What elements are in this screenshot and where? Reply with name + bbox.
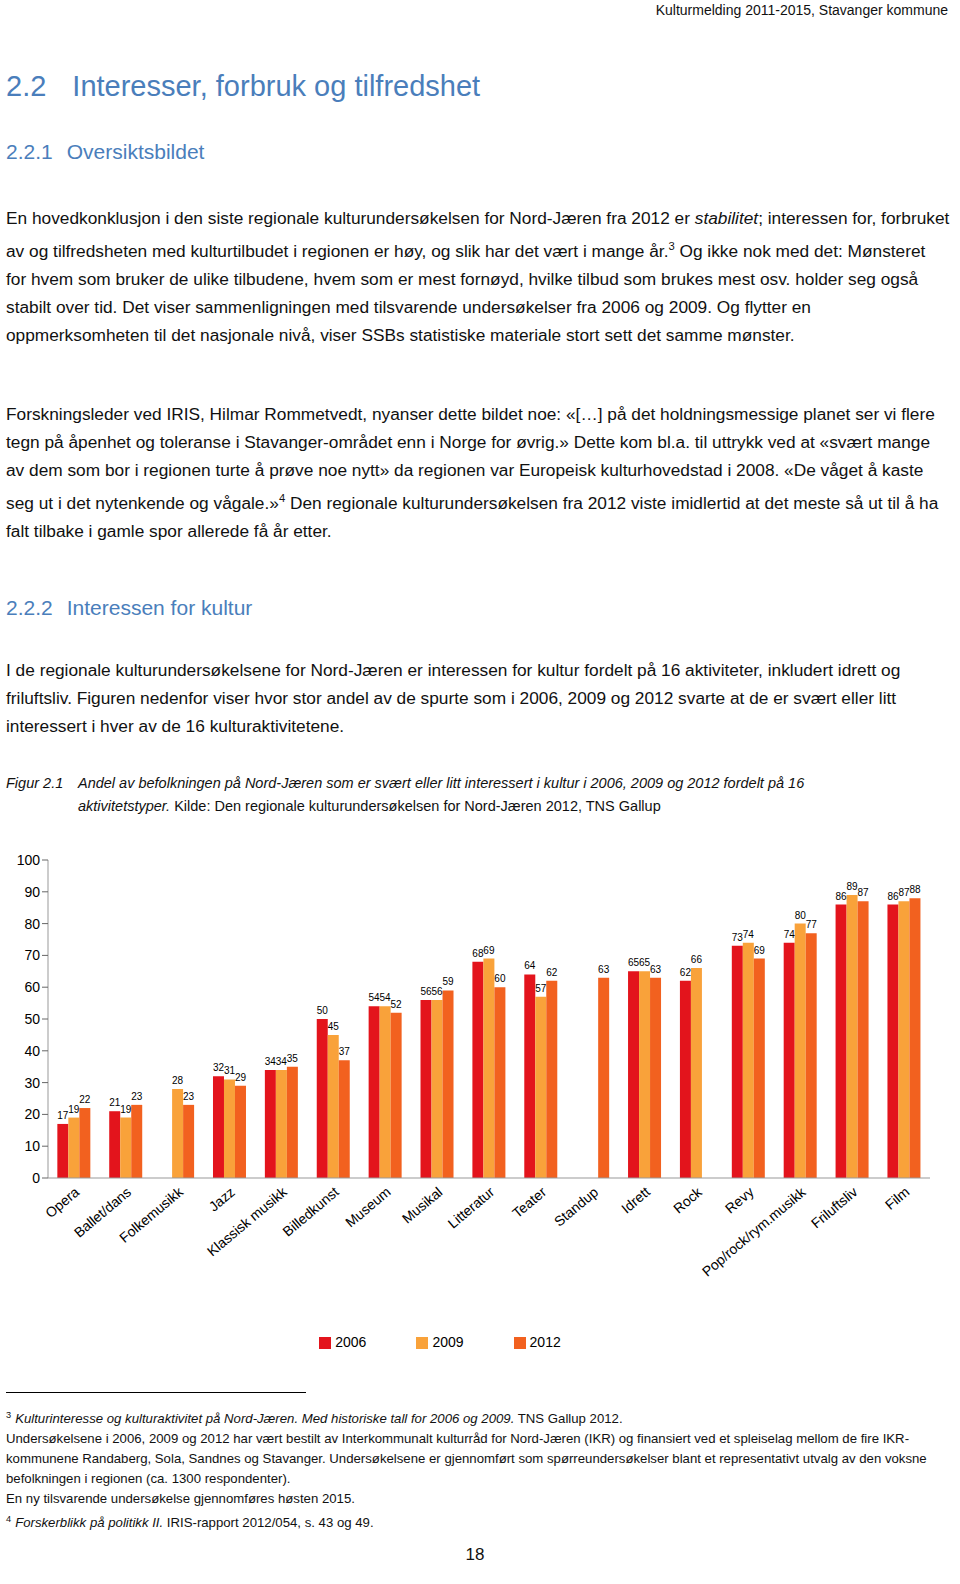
svg-text:Idrett: Idrett (618, 1184, 653, 1217)
html-text:2.2.2: 2.2.2 (6, 596, 53, 619)
html-text:2006: 2006 (335, 1334, 367, 1350)
svg-text:70: 70 (24, 947, 40, 963)
html-text:2.2: 2.2 (6, 70, 47, 102)
html-text:2.2.1: 2.2.1 (6, 140, 53, 163)
svg-text:69: 69 (483, 945, 495, 956)
svg-text:28: 28 (172, 1075, 184, 1086)
svg-text:86: 86 (836, 891, 848, 902)
svg-text:0: 0 (32, 1170, 40, 1186)
svg-text:23: 23 (131, 1091, 143, 1102)
svg-text:100: 100 (17, 852, 41, 868)
svg-text:40: 40 (24, 1043, 40, 1059)
svg-text:74: 74 (784, 929, 796, 940)
svg-text:23: 23 (183, 1091, 195, 1102)
html-text:4 Forskerblikk på politikk II.: 4 Forskerblikk på politikk II. IRIS-rapp… (6, 1514, 374, 1531)
html-text:Forskningsleder ved IRIS, Hilm: Forskningsleder ved IRIS, Hilmar Rommetv… (6, 404, 939, 541)
svg-text:45: 45 (328, 1021, 340, 1032)
html-text:2009: 2009 (432, 1334, 464, 1350)
svg-text:66: 66 (691, 954, 703, 965)
svg-text:Pop/rock/rym.musikk: Pop/rock/rym.musikk (699, 1183, 810, 1279)
html-text:Andel av befolkningen på Nord-: Andel av befolkningen på Nord-Jæren som … (78, 775, 805, 814)
svg-text:32: 32 (213, 1062, 225, 1073)
svg-text:90: 90 (24, 884, 40, 900)
svg-text:Standup: Standup (551, 1184, 601, 1230)
svg-text:Teater: Teater (509, 1183, 549, 1220)
html-text:En hovedkonklusjon i den siste: En hovedkonklusjon i den siste regionale… (6, 208, 950, 345)
svg-text:73: 73 (732, 932, 744, 943)
svg-text:87: 87 (898, 887, 910, 898)
html-text:Undersøkelsene i 2006, 2009 og: Undersøkelsene i 2006, 2009 og 2012 har … (6, 1431, 927, 1487)
svg-text:50: 50 (24, 1011, 40, 1027)
svg-text:56: 56 (431, 986, 443, 997)
svg-text:Film: Film (882, 1184, 913, 1213)
svg-text:54: 54 (380, 992, 392, 1003)
html-text:Interesser, forbruk og tilfred: Interesser, forbruk og tilfredshet (72, 70, 481, 102)
svg-text:50: 50 (317, 1005, 329, 1016)
svg-text:Jazz: Jazz (206, 1184, 238, 1215)
svg-text:Opera: Opera (42, 1184, 82, 1221)
svg-text:Rock: Rock (670, 1183, 705, 1216)
html-text:I de regionale kulturundersøke: I de regionale kulturundersøkelsene for … (6, 660, 901, 736)
svg-text:10: 10 (24, 1138, 40, 1154)
svg-text:37: 37 (339, 1046, 351, 1057)
svg-text:80: 80 (24, 916, 40, 932)
svg-text:22: 22 (79, 1094, 91, 1105)
svg-text:65: 65 (639, 957, 651, 968)
svg-text:88: 88 (909, 884, 921, 895)
svg-text:Litteratur: Litteratur (445, 1183, 498, 1231)
svg-text:Folkemusikk: Folkemusikk (116, 1183, 187, 1246)
svg-text:Revy: Revy (722, 1184, 757, 1217)
svg-text:21: 21 (109, 1097, 121, 1108)
svg-text:77: 77 (806, 919, 818, 930)
svg-text:Friluftsliv: Friluftsliv (808, 1184, 861, 1232)
svg-text:Ballet/dans: Ballet/dans (70, 1183, 135, 1241)
svg-text:19: 19 (68, 1104, 80, 1115)
svg-text:64: 64 (524, 960, 536, 971)
svg-text:52: 52 (391, 999, 403, 1010)
svg-text:68: 68 (472, 948, 484, 959)
svg-text:63: 63 (650, 964, 662, 975)
svg-text:60: 60 (494, 973, 506, 984)
html-text:Interessen for kultur: Interessen for kultur (66, 596, 253, 619)
svg-text:87: 87 (858, 887, 870, 898)
html-text:En ny tilsvarende undersøkelse: En ny tilsvarende undersøkelse gjennomfø… (6, 1491, 355, 1507)
svg-text:65: 65 (628, 957, 640, 968)
svg-text:60: 60 (24, 979, 40, 995)
html-text:18: 18 (465, 1545, 485, 1564)
svg-text:62: 62 (546, 967, 558, 978)
html-text:Kulturmelding 2011-2015, Stava: Kulturmelding 2011-2015, Stavanger kommu… (655, 2, 948, 18)
svg-text:Klassisk musikk: Klassisk musikk (204, 1183, 291, 1259)
svg-text:Billedkunst: Billedkunst (280, 1184, 342, 1240)
svg-text:34: 34 (276, 1056, 288, 1067)
svg-text:19: 19 (120, 1104, 132, 1115)
svg-text:Musikal: Musikal (399, 1184, 446, 1227)
svg-text:54: 54 (369, 992, 381, 1003)
svg-text:80: 80 (795, 910, 807, 921)
svg-text:86: 86 (887, 891, 899, 902)
svg-text:74: 74 (743, 929, 755, 940)
svg-text:59: 59 (442, 976, 454, 987)
html-text:2012: 2012 (529, 1334, 561, 1350)
svg-text:35: 35 (287, 1053, 299, 1064)
html-text:Oversiktsbildet: Oversiktsbildet (66, 140, 205, 163)
svg-text:34: 34 (265, 1056, 277, 1067)
svg-text:17: 17 (57, 1110, 69, 1121)
svg-text:31: 31 (224, 1065, 236, 1076)
svg-text:89: 89 (847, 881, 859, 892)
svg-text:57: 57 (535, 983, 547, 994)
html-text:Figur 2.1: Figur 2.1 (6, 775, 64, 791)
svg-text:Museum: Museum (342, 1184, 393, 1231)
svg-text:30: 30 (24, 1075, 40, 1091)
svg-text:62: 62 (680, 967, 692, 978)
svg-text:29: 29 (235, 1072, 247, 1083)
svg-text:63: 63 (598, 964, 610, 975)
svg-text:56: 56 (420, 986, 432, 997)
svg-text:20: 20 (24, 1106, 40, 1122)
svg-text:69: 69 (754, 945, 766, 956)
html-text:3 Kulturinteresse og kulturakt: 3 Kulturinteresse og kulturaktivitet på … (6, 1410, 623, 1427)
